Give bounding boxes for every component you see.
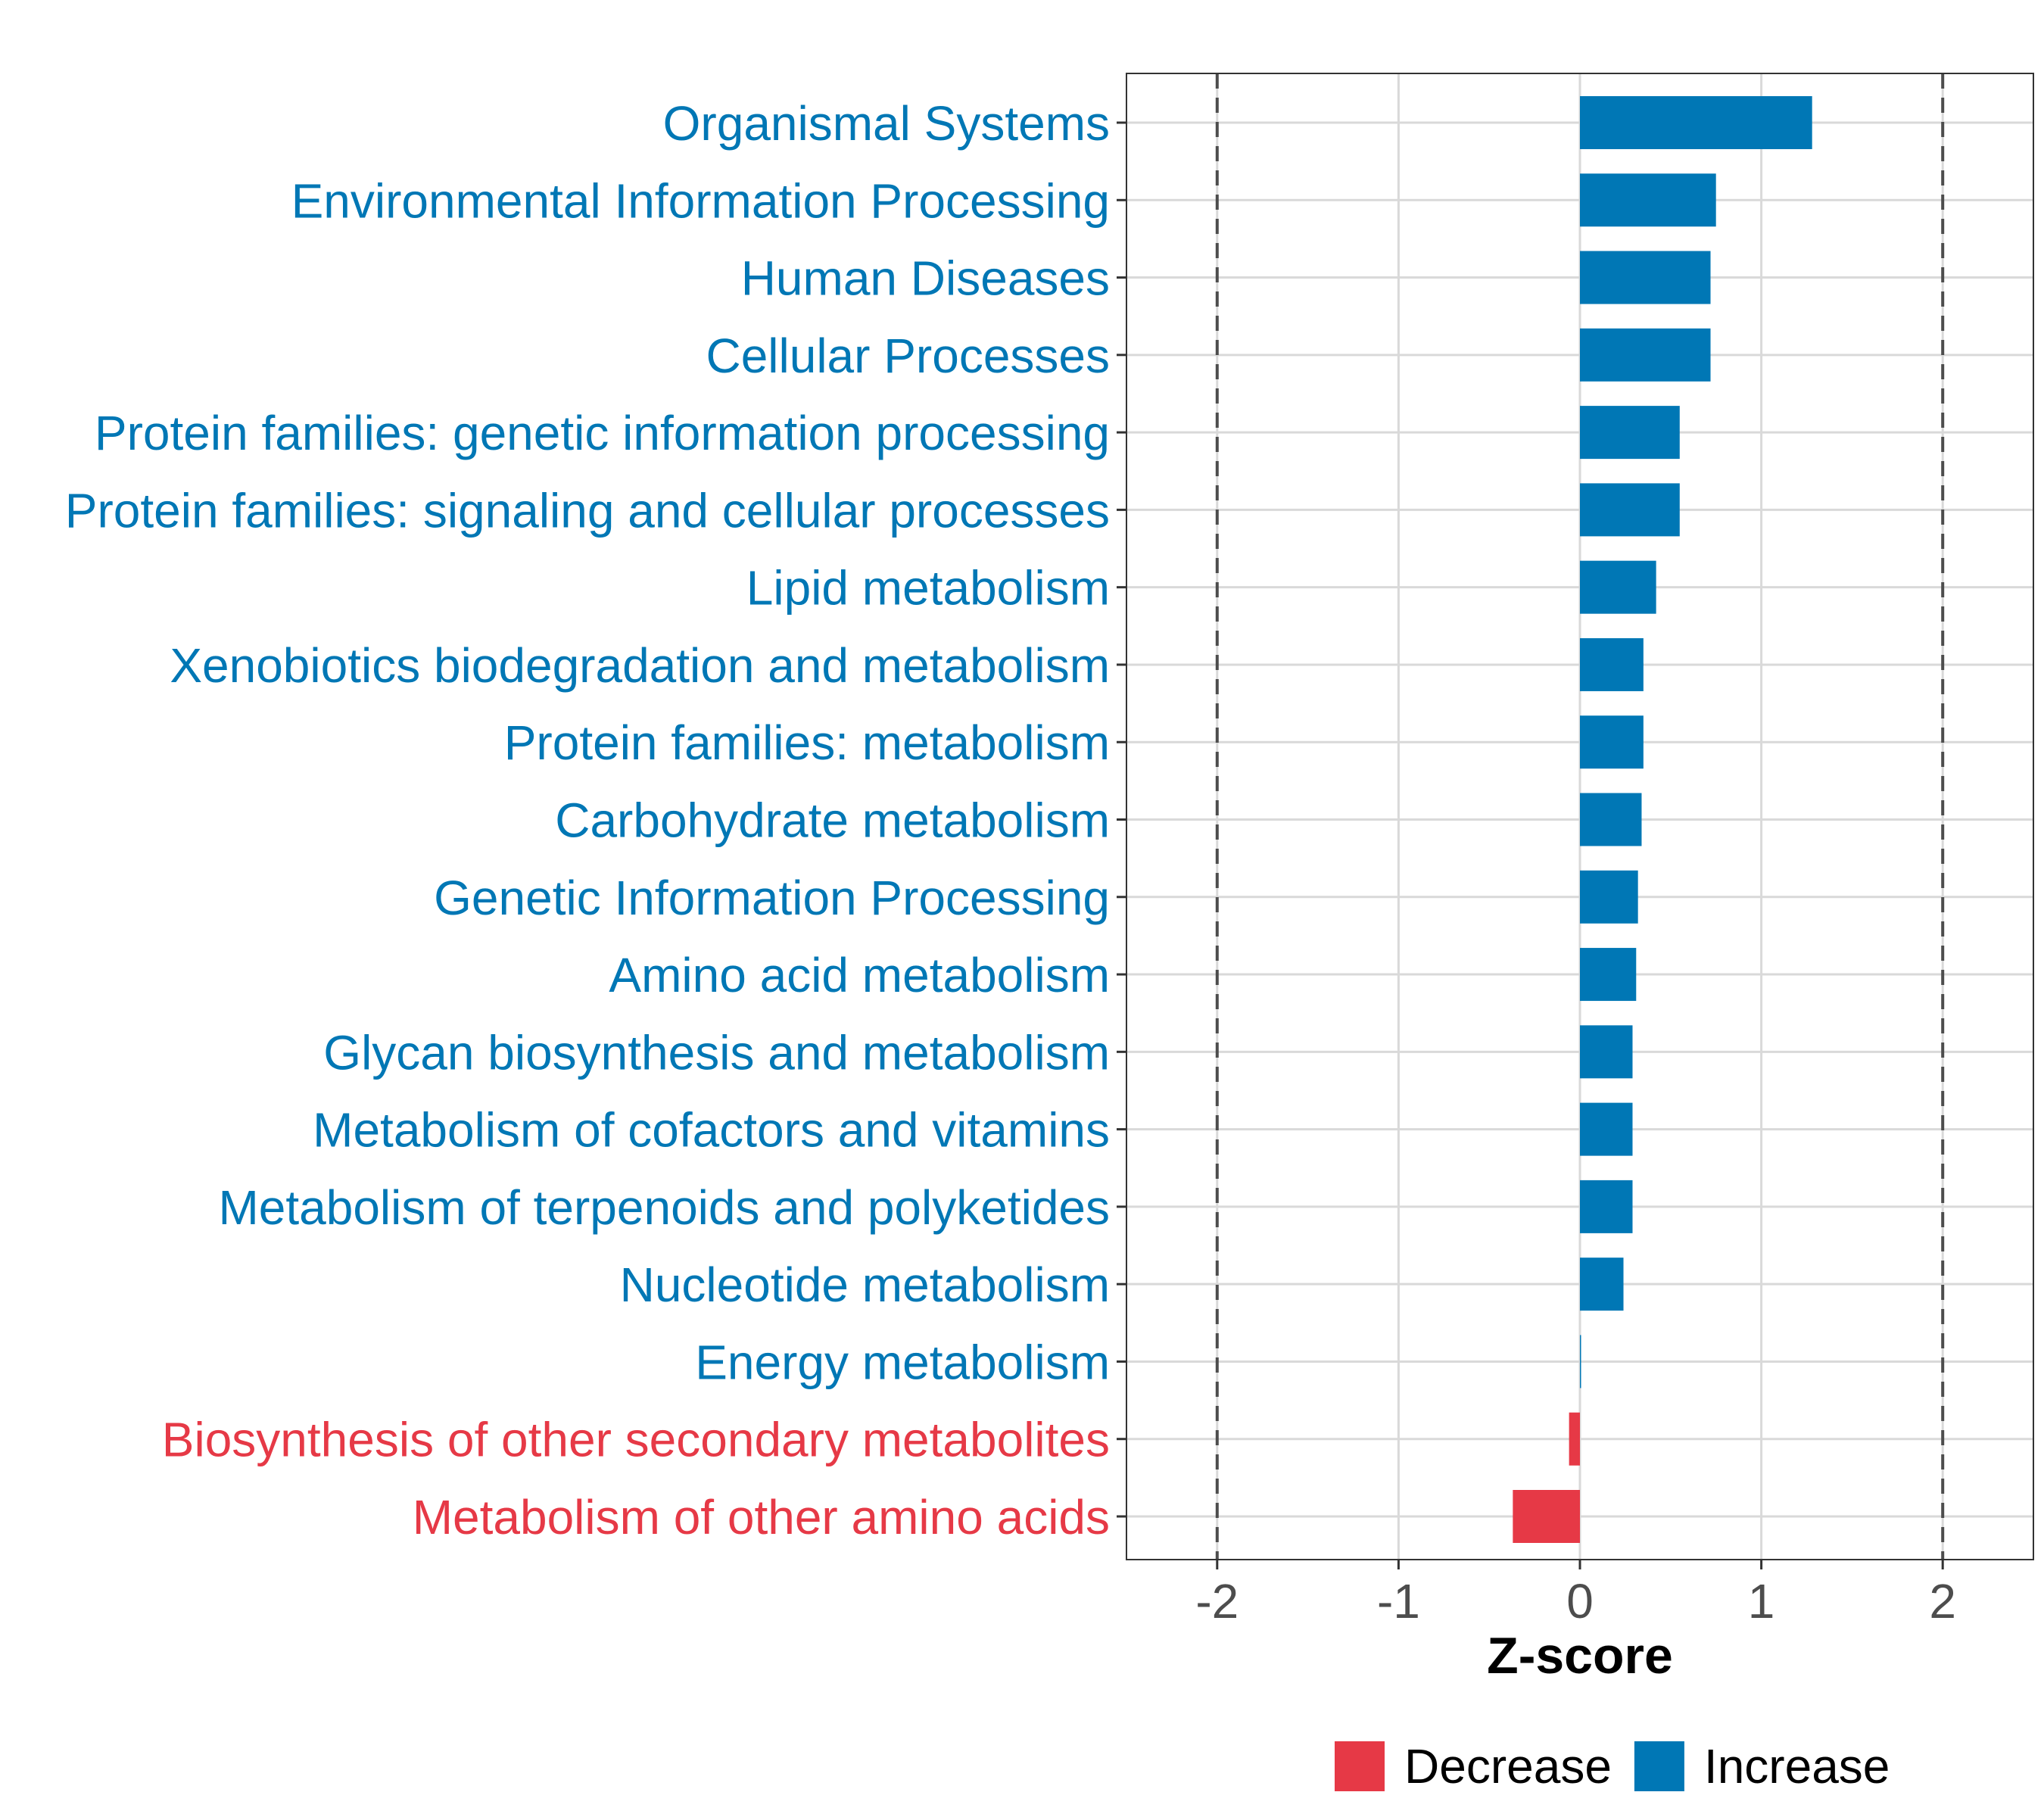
bar — [1580, 96, 1812, 149]
y-tick-label: Genetic Information Processing — [434, 871, 1110, 925]
bar — [1580, 1335, 1581, 1388]
y-tick-label: Carbohydrate metabolism — [555, 793, 1110, 848]
bar — [1580, 173, 1716, 227]
bar — [1580, 560, 1656, 614]
y-tick-label: Metabolism of terpenoids and polyketides — [218, 1180, 1110, 1235]
legend-swatch-increase — [1634, 1741, 1684, 1791]
bar — [1580, 637, 1644, 691]
bar — [1580, 715, 1644, 769]
bar — [1580, 483, 1680, 537]
legend-swatch-decrease — [1335, 1741, 1385, 1791]
x-tick-label: -2 — [1195, 1574, 1239, 1628]
threshold-lines — [1215, 73, 1945, 1560]
legend-label-increase: Increase — [1704, 1739, 1890, 1794]
y-tick-label: Metabolism of other amino acids — [413, 1490, 1110, 1544]
y-tick-label: Xenobiotics biodegradation and metabolis… — [170, 638, 1110, 693]
y-tick-label: Amino acid metabolism — [609, 948, 1110, 1002]
x-tick-label: -1 — [1377, 1574, 1420, 1628]
bar — [1580, 251, 1711, 304]
legend: Decrease Increase — [1335, 1739, 1890, 1794]
y-tick-label: Protein families: metabolism — [504, 715, 1110, 770]
y-tick-label: Protein families: genetic information pr… — [95, 406, 1110, 460]
y-tick-label: Human Diseases — [741, 251, 1110, 306]
x-tick-label: 2 — [1929, 1574, 1956, 1628]
y-tick-label: Protein families: signaling and cellular… — [65, 483, 1110, 538]
bars — [1513, 96, 1812, 1543]
x-tick-label: 0 — [1566, 1574, 1594, 1628]
bar — [1513, 1490, 1580, 1543]
y-tick-label: Energy metabolism — [695, 1335, 1110, 1389]
bar — [1580, 1180, 1633, 1233]
x-axis-ticks: -2 -1 0 1 2 — [1195, 1560, 1956, 1628]
bar — [1580, 948, 1637, 1002]
bar — [1580, 406, 1680, 460]
bar — [1580, 1025, 1633, 1079]
y-tick-label: Lipid metabolism — [746, 561, 1110, 616]
bar — [1580, 1102, 1633, 1156]
x-tick-label: 1 — [1748, 1574, 1775, 1628]
y-tick-label: Metabolism of cofactors and vitamins — [313, 1103, 1110, 1158]
bar — [1580, 1258, 1624, 1311]
y-tick-label: Biosynthesis of other secondary metaboli… — [162, 1413, 1110, 1467]
y-tick-label: Organismal Systems — [663, 96, 1110, 151]
y-tick-label: Cellular Processes — [706, 329, 1110, 383]
legend-label-decrease: Decrease — [1404, 1739, 1612, 1794]
y-tick-label: Environmental Information Processing — [291, 173, 1110, 228]
y-tick-label: Glycan biosynthesis and metabolism — [323, 1025, 1110, 1080]
y-axis-labels: Organismal Systems Environmental Informat… — [65, 96, 1126, 1544]
bar — [1580, 328, 1711, 382]
bar — [1580, 870, 1638, 924]
bar — [1569, 1412, 1580, 1466]
bar — [1580, 793, 1642, 846]
y-tick-label: Nucleotide metabolism — [620, 1258, 1110, 1312]
x-axis-title: Z-score — [1487, 1627, 1673, 1685]
